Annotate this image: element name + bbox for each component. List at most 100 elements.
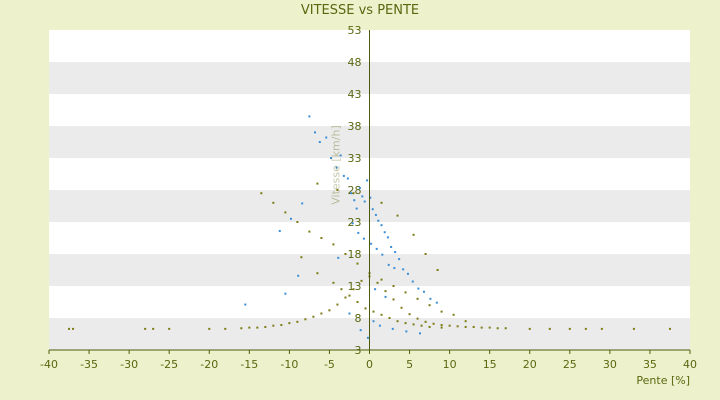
- data-point: [339, 154, 342, 157]
- y-tick-label: 33: [348, 152, 362, 165]
- data-point: [380, 224, 383, 227]
- x-tick-label: -10: [280, 358, 298, 371]
- data-point: [244, 303, 247, 306]
- data-point: [386, 236, 389, 239]
- x-tick-label: -35: [80, 358, 98, 371]
- data-point: [362, 237, 365, 240]
- data-point: [358, 187, 361, 190]
- data-point: [398, 258, 401, 261]
- chart-title: VITESSE vs PENTE: [300, 3, 420, 18]
- data-point: [388, 317, 391, 319]
- data-point: [328, 309, 331, 312]
- data-point: [264, 325, 267, 328]
- data-point: [337, 256, 340, 259]
- data-point: [396, 214, 399, 217]
- data-point: [72, 327, 75, 330]
- data-point: [390, 245, 393, 248]
- data-point: [332, 281, 335, 284]
- data-point: [336, 303, 339, 306]
- data-point: [300, 256, 303, 259]
- data-point: [440, 324, 443, 327]
- data-point: [314, 131, 317, 134]
- x-tick-label: -30: [120, 358, 138, 371]
- data-point: [600, 327, 603, 330]
- data-point: [435, 301, 438, 304]
- data-point: [472, 325, 475, 328]
- data-point: [393, 267, 396, 270]
- x-tick-label: -5: [324, 358, 335, 371]
- data-point: [452, 313, 455, 316]
- data-point: [284, 211, 287, 214]
- x-tick-label: 10: [443, 358, 457, 371]
- data-point: [369, 196, 372, 199]
- x-tick-label: 30: [603, 358, 617, 371]
- data-point: [377, 219, 380, 222]
- y-axis-label: Vitesse [km/h]: [330, 125, 343, 205]
- data-point: [152, 327, 155, 330]
- data-point: [356, 301, 359, 303]
- data-point: [308, 230, 311, 233]
- data-point: [272, 201, 275, 204]
- data-point: [256, 326, 259, 329]
- data-point: [387, 263, 390, 266]
- x-axis-label: Pente [%]: [636, 374, 690, 387]
- data-point: [359, 329, 362, 332]
- data-point: [408, 313, 411, 316]
- data-point: [381, 253, 384, 256]
- y-tick-label: 13: [348, 280, 362, 293]
- data-point: [424, 253, 427, 255]
- data-point: [364, 307, 367, 310]
- data-point: [504, 327, 507, 330]
- data-point: [168, 327, 171, 330]
- data-point: [325, 136, 328, 139]
- data-point: [416, 317, 419, 320]
- data-point: [357, 231, 360, 234]
- data-point: [406, 272, 409, 275]
- data-point: [528, 327, 531, 330]
- data-point: [372, 320, 375, 323]
- data-point: [296, 320, 299, 323]
- y-tick-label: 38: [348, 120, 362, 133]
- data-point: [352, 192, 355, 195]
- data-point: [318, 141, 321, 143]
- data-point: [412, 323, 415, 326]
- x-tick-label: 20: [523, 358, 537, 371]
- x-tick-label: -15: [240, 358, 258, 371]
- x-tick-label: -40: [40, 358, 58, 371]
- data-point: [448, 324, 451, 327]
- data-point: [488, 326, 491, 329]
- x-tick-label: 40: [683, 358, 697, 371]
- data-point: [496, 327, 499, 330]
- data-point: [280, 324, 283, 327]
- data-point: [370, 242, 373, 245]
- data-point: [436, 269, 439, 271]
- data-point: [289, 217, 292, 220]
- data-point: [68, 327, 71, 330]
- data-point: [383, 231, 386, 234]
- data-point: [308, 115, 311, 118]
- data-point: [405, 330, 408, 333]
- data-point: [332, 243, 335, 246]
- data-point: [320, 237, 323, 239]
- x-tick-label: 25: [563, 358, 577, 371]
- data-point: [288, 322, 291, 325]
- data-point: [402, 268, 405, 271]
- data-point: [320, 312, 323, 315]
- data-point: [224, 327, 227, 330]
- data-point: [422, 290, 425, 293]
- data-point: [248, 326, 251, 329]
- data-point: [380, 313, 383, 316]
- data-point: [301, 202, 304, 205]
- data-point: [416, 297, 419, 300]
- x-tick-label: 5: [406, 358, 413, 371]
- data-point: [260, 192, 263, 195]
- data-point: [340, 288, 343, 291]
- y-tick-label: 28: [348, 184, 362, 197]
- data-point: [400, 306, 403, 309]
- data-point: [384, 290, 387, 293]
- data-point: [356, 262, 359, 265]
- data-point: [348, 312, 351, 315]
- data-point: [316, 272, 319, 275]
- data-point: [396, 320, 399, 323]
